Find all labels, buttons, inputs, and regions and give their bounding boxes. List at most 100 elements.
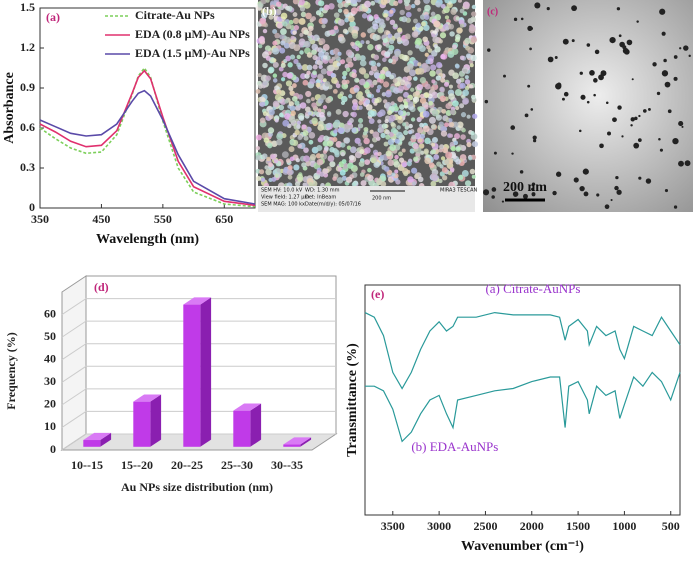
- particle: [274, 173, 279, 178]
- particle: [513, 193, 517, 197]
- particle: [384, 90, 392, 98]
- particle: [468, 156, 473, 161]
- particle: [255, 134, 262, 141]
- grid-line: [61, 343, 336, 361]
- particle: [274, 32, 280, 39]
- particle: [322, 105, 328, 110]
- particle: [311, 102, 317, 108]
- particle: [554, 56, 558, 59]
- particle: [296, 173, 304, 181]
- particle: [412, 59, 419, 67]
- particle: [459, 8, 465, 14]
- sem-info: SEM HV: 10.0 kV: [261, 188, 303, 194]
- particle: [440, 77, 446, 83]
- particle: [282, 71, 288, 78]
- particle: [394, 138, 400, 144]
- particle: [463, 68, 468, 73]
- particle: [381, 123, 388, 129]
- particle: [414, 132, 422, 140]
- particle: [324, 81, 331, 87]
- particle: [422, 125, 430, 133]
- particle: [423, 92, 430, 98]
- particle: [562, 38, 569, 45]
- bar-side: [150, 394, 162, 447]
- particle: [330, 72, 336, 78]
- particle: [445, 26, 450, 31]
- particle: [459, 103, 465, 109]
- particle: [358, 118, 364, 124]
- series-line: [364, 311, 681, 390]
- particle: [471, 174, 476, 179]
- particle: [353, 87, 360, 93]
- particle: [532, 135, 537, 140]
- particle: [642, 109, 647, 113]
- particle: [390, 101, 395, 106]
- sem-info: Date(m/d/y): 05/07/16: [305, 202, 361, 208]
- particle: [345, 67, 351, 72]
- particle: [342, 28, 348, 34]
- particle: [396, 131, 403, 139]
- particle: [383, 99, 388, 104]
- particle: [589, 70, 595, 76]
- particle: [656, 91, 661, 96]
- particle: [403, 129, 409, 136]
- particle: [445, 151, 453, 159]
- particle: [552, 190, 557, 196]
- particle: [419, 45, 426, 53]
- particle: [464, 85, 470, 91]
- particle: [407, 176, 414, 183]
- particle: [399, 53, 405, 60]
- particle: [401, 16, 408, 23]
- particle: [531, 192, 536, 196]
- particle: [423, 0, 431, 4]
- particle: [276, 9, 282, 15]
- particle: [452, 72, 459, 80]
- particle: [322, 168, 329, 175]
- particle: [439, 95, 446, 102]
- particle: [260, 177, 266, 182]
- particle: [438, 178, 443, 184]
- particle: [276, 139, 283, 146]
- particle: [604, 204, 610, 210]
- particle: [294, 100, 300, 106]
- particle: [270, 4, 276, 10]
- particle: [303, 155, 310, 162]
- particle: [461, 169, 469, 177]
- particle: [430, 11, 436, 17]
- particle: [288, 19, 294, 25]
- particle: [455, 146, 461, 152]
- particle: [360, 40, 365, 45]
- particle: [413, 18, 418, 24]
- particle: [571, 5, 578, 12]
- x-tick-label: 1000: [612, 519, 636, 533]
- particle: [322, 78, 327, 83]
- particle: [444, 159, 450, 165]
- x-tick-label: 2000: [520, 519, 544, 533]
- particle: [394, 50, 401, 58]
- plot-frame: [364, 284, 681, 516]
- legend-label: EDA (0.8 μM)-Au NPs: [135, 27, 250, 41]
- particle: [408, 130, 413, 135]
- particle: [375, 35, 381, 40]
- particle: [582, 168, 589, 175]
- particle: [286, 169, 293, 176]
- series-line: [39, 66, 256, 208]
- particle: [579, 129, 582, 133]
- particle: [470, 54, 477, 62]
- particle: [309, 153, 317, 161]
- particle: [440, 54, 446, 60]
- particle: [299, 32, 304, 38]
- particle: [315, 82, 321, 88]
- particle: [573, 177, 579, 183]
- particle: [428, 116, 436, 124]
- particle: [322, 140, 329, 147]
- particle: [530, 108, 534, 111]
- x-tick-label: 3500: [381, 519, 405, 533]
- particle: [648, 107, 651, 111]
- particle: [431, 136, 438, 143]
- particle: [313, 110, 318, 116]
- particle: [285, 55, 292, 62]
- particle: [314, 175, 319, 180]
- sem-info: MIRA3 TESCAN: [440, 188, 478, 194]
- particle: [350, 7, 358, 15]
